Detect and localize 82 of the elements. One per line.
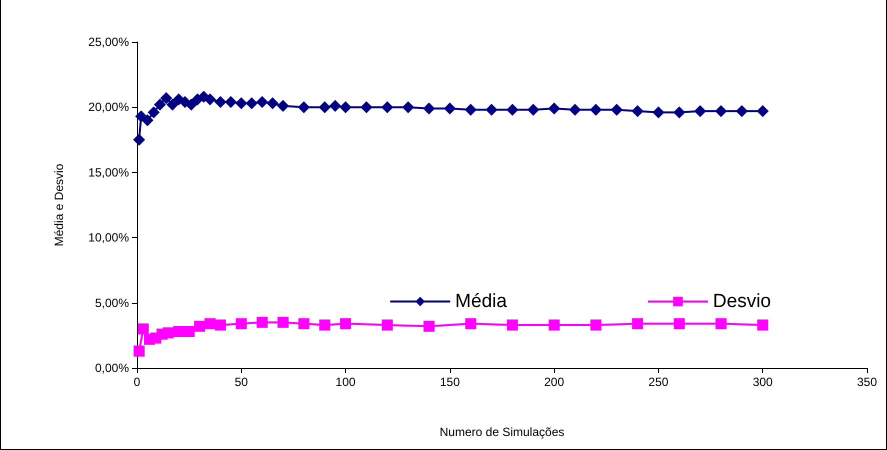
y-tick-label: 0,00%	[94, 361, 130, 375]
point	[133, 134, 146, 146]
point	[135, 110, 148, 122]
point	[402, 101, 414, 114]
x-tick-label: 100	[336, 375, 356, 389]
point	[360, 101, 372, 114]
point	[194, 320, 206, 332]
y-tick-label: 15,00%	[88, 165, 130, 180]
point	[486, 104, 498, 116]
point	[423, 102, 435, 115]
point	[298, 101, 310, 114]
point	[340, 101, 352, 114]
point	[214, 96, 226, 108]
x-axis-title: Numero de Simulações	[440, 425, 564, 439]
y-tick-label: 5,00%	[94, 296, 130, 310]
point	[673, 106, 686, 118]
point	[590, 104, 602, 116]
point	[757, 319, 768, 330]
point	[736, 105, 748, 118]
point	[298, 318, 310, 330]
point	[184, 326, 195, 337]
point	[266, 97, 279, 110]
x-tick-label: 350	[856, 375, 878, 389]
point	[756, 105, 769, 118]
point	[674, 318, 685, 330]
y-tick-label: 10,00%	[88, 230, 130, 245]
point	[185, 98, 198, 111]
point	[204, 93, 216, 106]
point	[277, 100, 289, 112]
point	[173, 326, 184, 337]
x-tick-label: 50	[234, 375, 248, 389]
legend-label: Desvio	[712, 291, 771, 312]
point	[162, 327, 174, 338]
point	[382, 319, 393, 330]
point	[340, 318, 352, 330]
point	[464, 104, 477, 116]
point	[548, 319, 560, 330]
point	[527, 104, 540, 116]
point	[278, 316, 288, 328]
point	[236, 318, 247, 330]
x-tick-label: 150	[440, 375, 460, 389]
point	[224, 96, 237, 108]
x-tick-label: 250	[648, 375, 669, 389]
x-tick-label: 200	[544, 375, 564, 389]
point	[381, 101, 394, 114]
point	[652, 106, 664, 118]
y-tick-label: 25,00%	[88, 35, 130, 49]
y-tick-label: 20,00%	[88, 100, 130, 114]
point	[148, 106, 160, 118]
point	[235, 97, 248, 110]
point	[444, 102, 456, 115]
point	[548, 102, 560, 115]
point	[715, 105, 727, 118]
point	[141, 114, 154, 126]
point	[716, 318, 726, 330]
point	[160, 92, 172, 104]
point	[694, 105, 706, 118]
point	[134, 346, 145, 357]
point	[319, 319, 330, 330]
point	[318, 101, 331, 114]
point	[166, 98, 178, 111]
point	[256, 316, 268, 328]
point	[465, 318, 476, 330]
point	[569, 104, 581, 116]
point	[204, 318, 216, 330]
point	[214, 319, 226, 330]
point	[246, 97, 258, 110]
point	[424, 320, 434, 332]
point	[154, 98, 166, 111]
point	[632, 105, 644, 118]
point	[138, 323, 149, 334]
point	[590, 319, 602, 330]
point	[506, 104, 518, 116]
x-tick-label: 300	[752, 375, 774, 389]
y-axis-title: Média e Desvio	[52, 163, 66, 246]
point	[610, 104, 623, 116]
point	[506, 319, 518, 330]
x-tick-label: 0	[134, 375, 141, 389]
point	[256, 96, 268, 108]
legend-label: Média	[455, 291, 508, 312]
point	[632, 318, 644, 330]
point	[329, 100, 342, 112]
